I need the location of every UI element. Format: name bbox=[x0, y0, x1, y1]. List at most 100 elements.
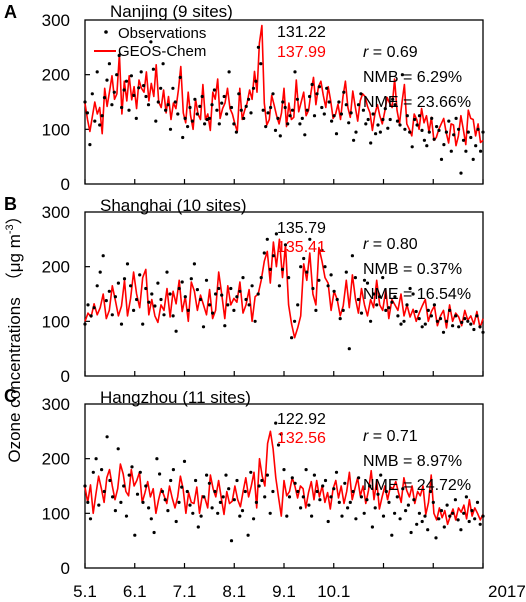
observation-point bbox=[402, 319, 406, 323]
observation-point bbox=[481, 330, 485, 334]
observation-point bbox=[434, 536, 438, 540]
observation-point bbox=[171, 468, 175, 472]
observation-point bbox=[320, 248, 324, 252]
observation-point bbox=[387, 306, 391, 310]
observation-point bbox=[171, 86, 175, 90]
observation-point bbox=[276, 443, 281, 447]
observation-point bbox=[351, 489, 355, 494]
observation-point bbox=[353, 276, 357, 280]
observation-point bbox=[264, 125, 268, 129]
y-tick-label: 300 bbox=[42, 11, 70, 30]
observation-point bbox=[256, 45, 260, 49]
observation-point bbox=[410, 145, 414, 149]
observation-point bbox=[300, 116, 304, 120]
observation-point bbox=[116, 281, 120, 285]
observation-point bbox=[124, 514, 129, 518]
stat-r-value: = 0.80 bbox=[368, 236, 417, 253]
observation-point bbox=[168, 292, 172, 296]
observation-point bbox=[194, 478, 198, 483]
observation-point bbox=[414, 309, 418, 314]
observation-point bbox=[244, 104, 248, 108]
observation-point bbox=[335, 297, 339, 302]
observation-point bbox=[470, 509, 474, 513]
observation-point bbox=[467, 519, 471, 524]
x-tick-label: 5.1 bbox=[73, 582, 97, 601]
observation-point bbox=[139, 70, 143, 74]
stat-nmb: NMB = 6.29% bbox=[363, 69, 462, 86]
observation-point bbox=[404, 509, 408, 513]
stat-r-symbol: r bbox=[363, 44, 369, 61]
observation-point bbox=[287, 276, 291, 280]
observation-point bbox=[117, 53, 121, 58]
observation-point bbox=[283, 243, 288, 247]
legend-observations-marker bbox=[104, 30, 108, 34]
observation-point bbox=[357, 476, 361, 480]
mean-observations: 131.22 bbox=[277, 24, 326, 41]
observation-point bbox=[95, 70, 99, 74]
observation-point bbox=[200, 94, 204, 99]
observation-point bbox=[232, 122, 236, 126]
observation-point bbox=[427, 130, 431, 134]
observation-point bbox=[322, 112, 326, 116]
observation-point bbox=[190, 119, 194, 123]
observation-point bbox=[295, 97, 299, 101]
observation-point bbox=[83, 100, 87, 104]
observation-point bbox=[369, 319, 373, 323]
observation-point bbox=[182, 459, 187, 463]
observation-point bbox=[198, 297, 203, 302]
observation-point bbox=[378, 295, 382, 299]
observation-point bbox=[271, 92, 275, 96]
observation-point bbox=[95, 284, 99, 288]
observation-point bbox=[107, 289, 111, 293]
observation-point bbox=[362, 278, 367, 282]
observation-point bbox=[134, 116, 138, 120]
y-ticks: 0 100 200 300 bbox=[42, 395, 90, 578]
observation-point bbox=[285, 514, 289, 518]
observation-point bbox=[473, 517, 477, 521]
data-marks bbox=[83, 232, 485, 351]
observation-point bbox=[144, 484, 148, 488]
observation-point bbox=[273, 128, 278, 132]
observation-point bbox=[439, 509, 444, 513]
observation-point bbox=[90, 92, 94, 96]
observation-point bbox=[137, 86, 141, 90]
observation-point bbox=[426, 308, 430, 312]
observation-point bbox=[177, 286, 181, 291]
observation-point bbox=[400, 73, 404, 77]
observation-point bbox=[229, 105, 234, 110]
observation-point bbox=[457, 325, 461, 329]
y-tick-label: 200 bbox=[42, 450, 70, 469]
observation-point bbox=[466, 130, 470, 134]
observation-point bbox=[466, 319, 470, 323]
observation-point bbox=[122, 277, 127, 281]
observation-point bbox=[135, 492, 140, 496]
observation-point bbox=[234, 130, 238, 134]
observation-point bbox=[138, 273, 142, 277]
observation-point bbox=[359, 311, 364, 315]
observation-point bbox=[101, 254, 105, 258]
observation-point bbox=[341, 308, 345, 312]
y-tick-label: 300 bbox=[42, 395, 70, 414]
observation-point bbox=[417, 317, 421, 321]
stat-r-value: = 0.69 bbox=[368, 44, 417, 61]
observation-point bbox=[207, 481, 211, 485]
observation-point bbox=[398, 517, 402, 521]
observation-point bbox=[100, 114, 104, 118]
legend-observations-label: Observations bbox=[118, 25, 206, 42]
observation-point bbox=[445, 503, 449, 507]
observation-point bbox=[201, 325, 206, 329]
observation-point bbox=[408, 286, 412, 291]
observation-point bbox=[127, 473, 131, 477]
observation-point bbox=[188, 105, 192, 110]
observation-point bbox=[409, 530, 413, 535]
panel-label: A bbox=[4, 2, 17, 22]
observation-point bbox=[98, 123, 102, 127]
y-ticks: 0 100 200 300 bbox=[42, 203, 90, 386]
observation-point bbox=[151, 67, 155, 71]
observation-point bbox=[362, 511, 366, 515]
observation-point bbox=[384, 308, 388, 312]
observation-point bbox=[391, 97, 395, 101]
observation-point bbox=[262, 251, 266, 255]
observation-point bbox=[129, 284, 133, 288]
